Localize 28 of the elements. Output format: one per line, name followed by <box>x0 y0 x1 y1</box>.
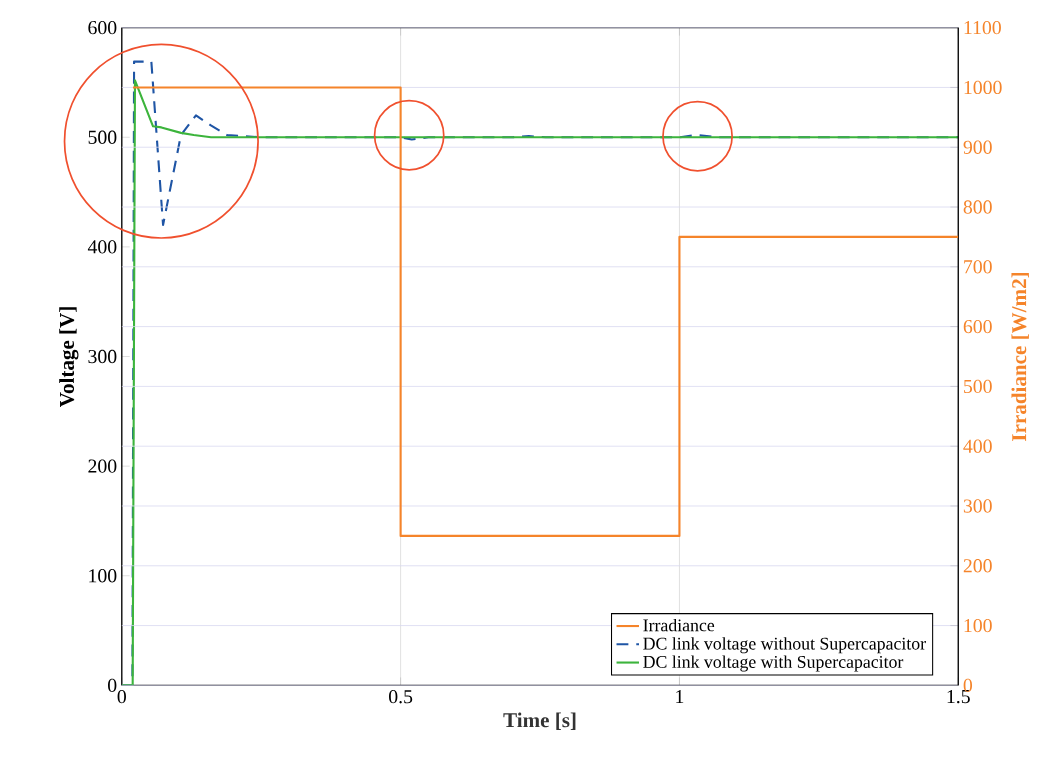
legend-label: DC link voltage without Supercapacitor <box>643 636 926 654</box>
y-tick-label: 500 <box>88 130 117 144</box>
y2-tick-label: 1100 <box>964 20 1001 35</box>
y2-tick-label: 300 <box>963 499 992 513</box>
y-tick-label: 300 <box>88 349 117 364</box>
x-tick-label: 1.5 <box>947 689 970 704</box>
y2-tick-label: 1000 <box>964 80 1002 94</box>
y2-tick-label: 600 <box>963 319 992 334</box>
y-tick-label: 600 <box>88 20 117 35</box>
y2-tick-label: 400 <box>963 439 992 453</box>
y2-tick-label: 200 <box>963 558 992 573</box>
y2-tick-label: 900 <box>963 140 992 154</box>
y2-tick-label: 100 <box>964 618 992 633</box>
x-tick-label: 0.5 <box>389 689 413 704</box>
x-axis-title: Time [s] <box>503 712 576 730</box>
y-tick-label: 200 <box>88 459 117 473</box>
legend-label: DC link voltage with Supercapacitor <box>643 655 904 672</box>
y-tick-label: 100 <box>89 568 117 583</box>
y2-tick-label: 500 <box>964 379 992 393</box>
x-tick-label: 1 <box>676 689 684 703</box>
y2-tick-label: 700 <box>964 259 992 274</box>
y2-tick-label: 800 <box>963 200 992 214</box>
y2-axis-title: Irradiance [W/m2] <box>1011 272 1029 441</box>
y-tick-label: 400 <box>87 240 117 254</box>
y-axis-title: Voltage [V] <box>59 307 79 407</box>
y2-tick-label: 0 <box>963 678 973 692</box>
legend-label: Irradiance <box>643 618 715 632</box>
y-tick-label: 0 <box>108 678 117 692</box>
